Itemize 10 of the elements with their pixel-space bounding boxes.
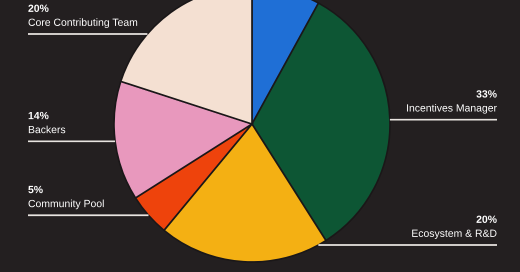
slice-label: Core Contributing Team	[28, 18, 138, 28]
slice-label: Ecosystem & R&D	[412, 230, 497, 239]
data-label: 33%	[476, 90, 497, 98]
slice-label: Community Pool	[28, 200, 104, 210]
slice-label: Incentives Manager	[407, 104, 497, 114]
data-label: 20%	[28, 4, 49, 12]
data-label: 14%	[28, 112, 49, 120]
data-label: 20%	[476, 216, 497, 223]
slice-label: Backers	[28, 126, 66, 134]
data-label: 5%	[28, 186, 43, 194]
